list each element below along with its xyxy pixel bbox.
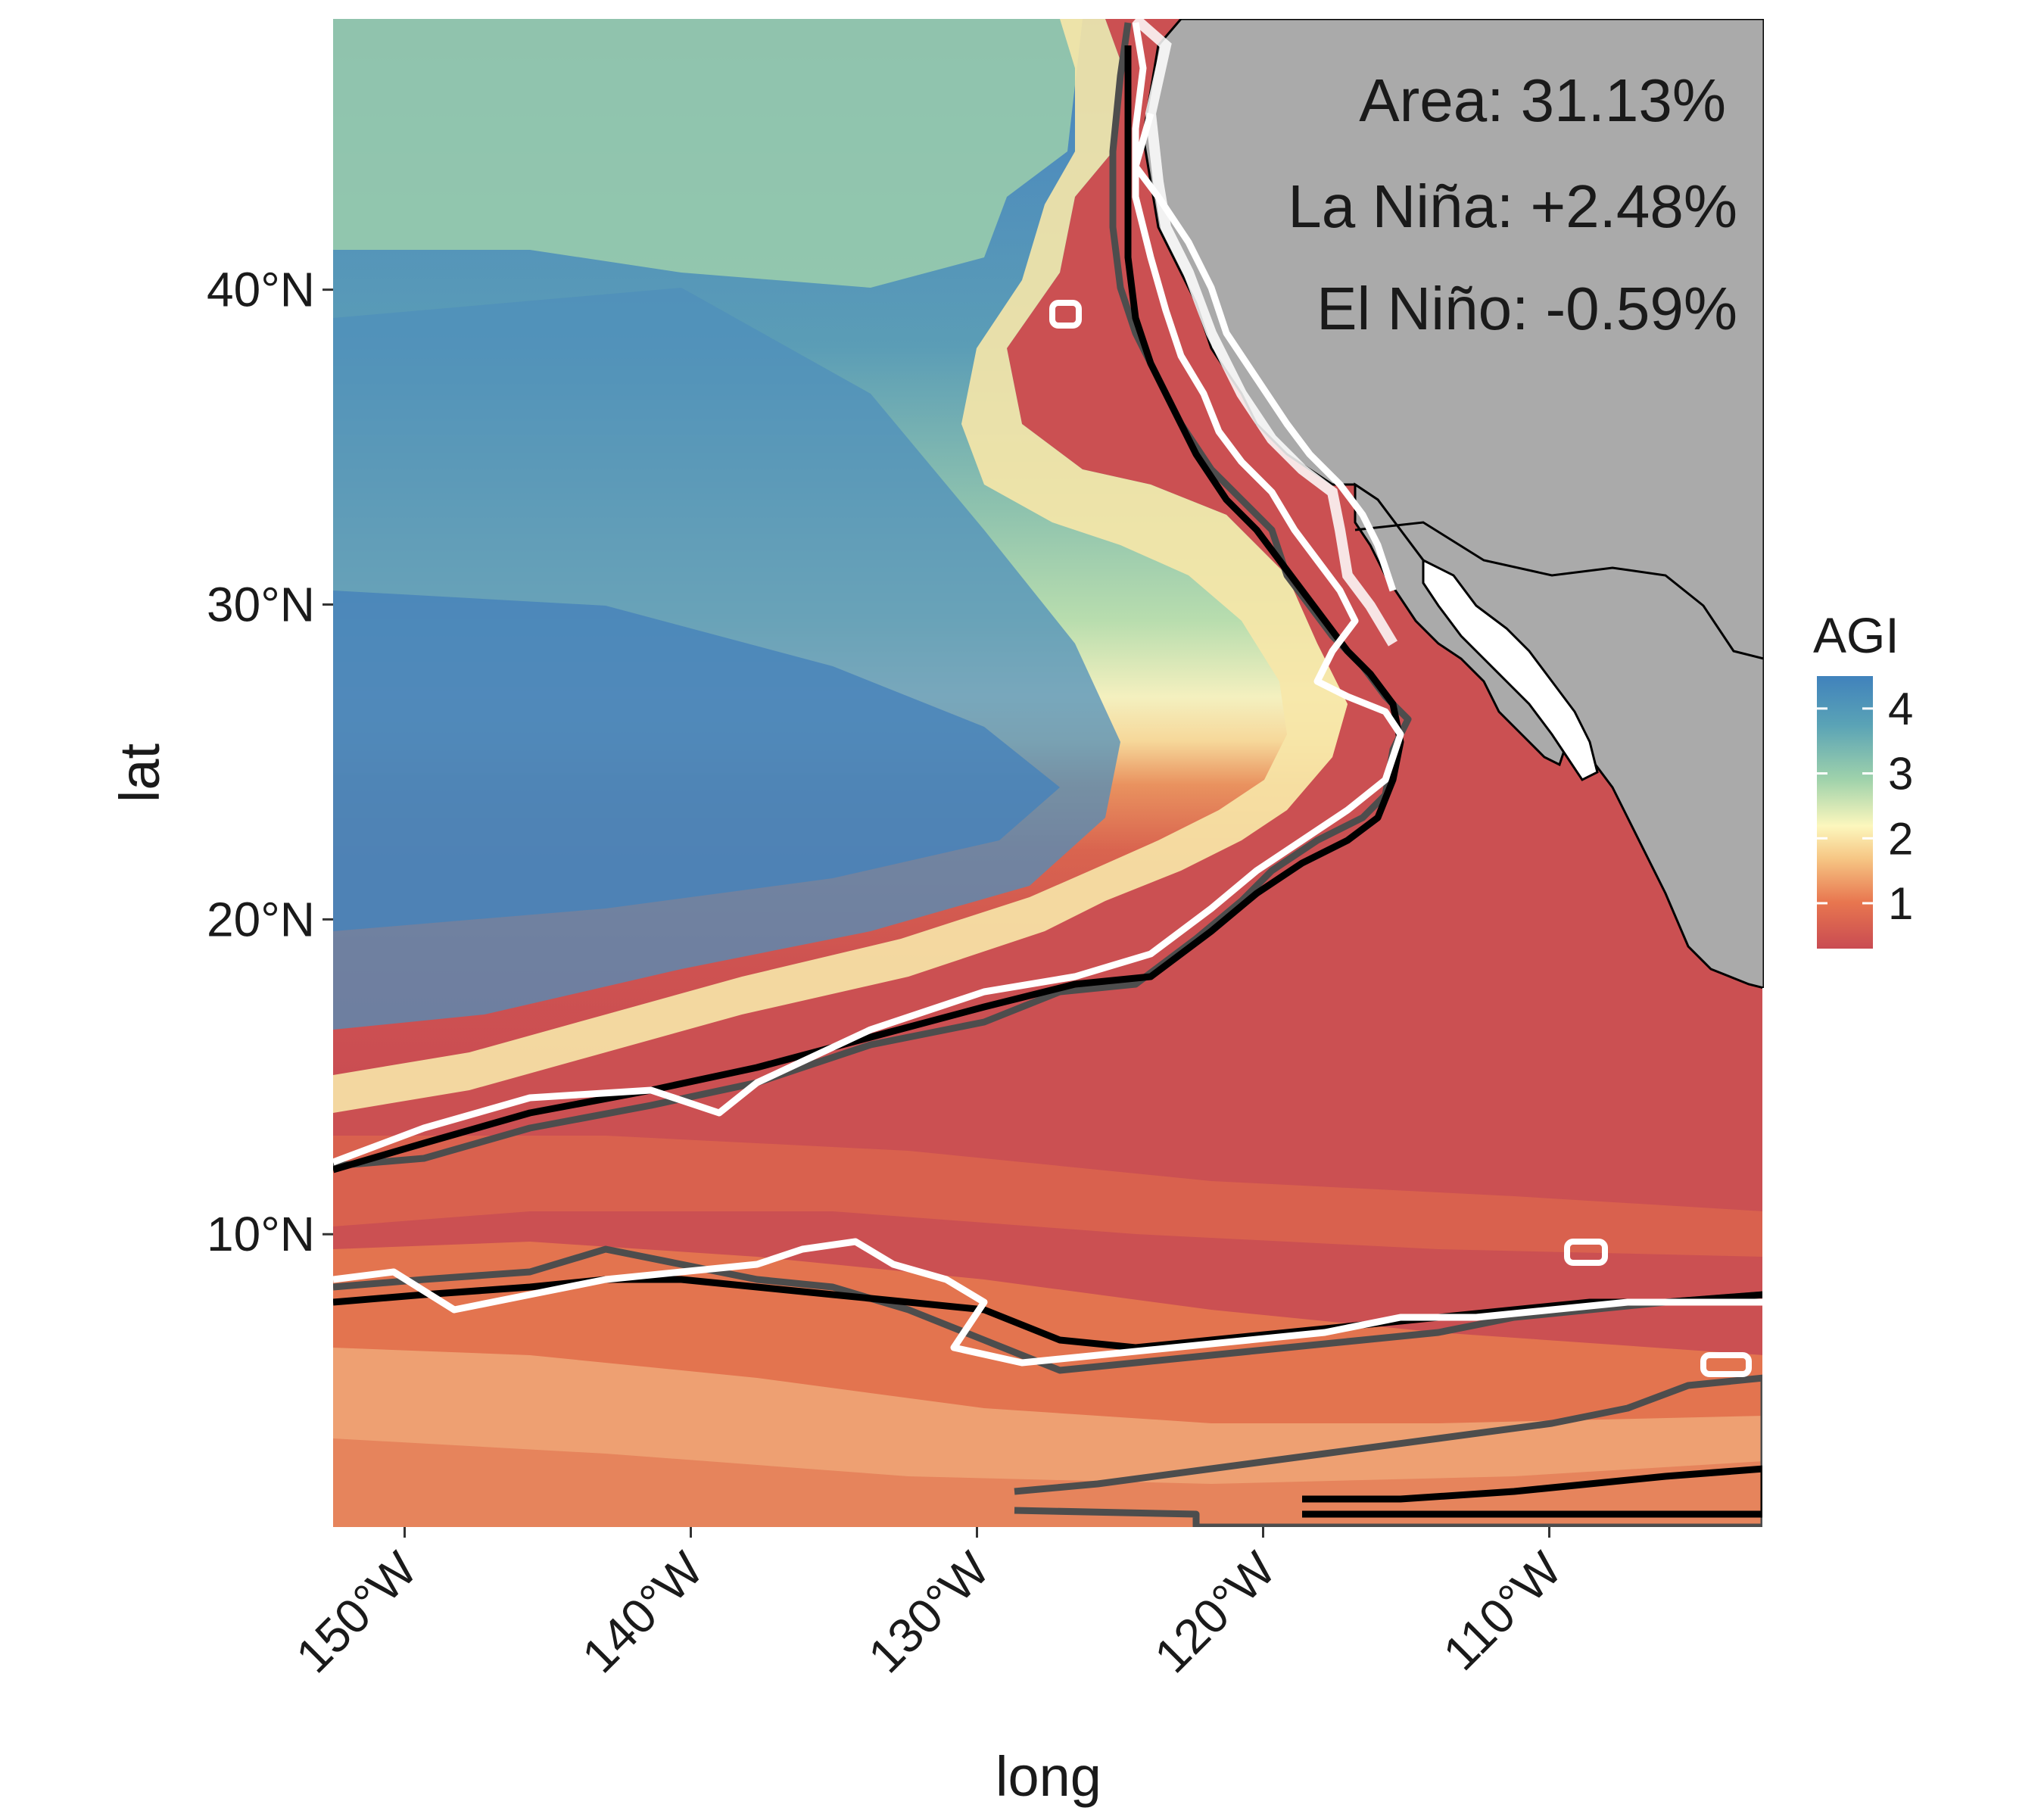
y-tick-label: 20°N <box>207 892 315 946</box>
annotation-area: Area: 31.13% <box>1359 67 1726 134</box>
el-nino-contour-south <box>1014 1374 1764 1527</box>
la-nina-blob-far-east <box>1700 1352 1752 1377</box>
y-tick-label: 40°N <box>207 263 315 317</box>
gyre-green-north <box>333 19 1083 288</box>
la-nina-blob-north <box>1049 300 1082 329</box>
contours-la-nina <box>333 22 1764 1367</box>
y-axis-ticks: 10°N 20°N 30°N 40°N <box>207 263 333 1261</box>
x-axis-ticks: 150°W 140°W 130°W 120°W 110°W <box>285 1527 1572 1683</box>
x-tick-label: 140°W <box>572 1541 714 1684</box>
legend-colorbar <box>1817 676 1873 949</box>
y-tick-label: 10°N <box>207 1207 315 1261</box>
gyre-blue-center <box>333 591 1060 931</box>
legend-title: AGI <box>1813 607 1899 663</box>
coastal-fringe <box>1132 19 1398 647</box>
tropical-band <box>333 1136 1764 1257</box>
legend-tick-label: 4 <box>1888 684 1913 734</box>
x-tick-label: 130°W <box>858 1541 1000 1684</box>
annotation-el-nino: El Niño: -0.59% <box>1316 275 1737 342</box>
la-nina-contour-north <box>333 22 1404 1166</box>
us-mexico-border <box>1354 521 1764 660</box>
x-tick-label: 150°W <box>285 1541 428 1684</box>
el-nino-contour-equatorial <box>333 1245 1764 1374</box>
y-axis-title: lat <box>108 743 171 803</box>
legend-tick-label: 1 <box>1888 878 1913 929</box>
la-nina-contour-equatorial <box>333 1238 1764 1367</box>
x-tick-label: 110°W <box>1433 1541 1572 1681</box>
x-axis-title: long <box>996 1745 1101 1808</box>
la-nina-blob-east <box>1564 1239 1608 1266</box>
neutral-contour-south <box>1302 1465 1764 1518</box>
la-nina-contour-coastal <box>1132 112 1397 592</box>
y-tick-label: 30°N <box>207 578 315 632</box>
legend-tick-label: 2 <box>1888 813 1913 864</box>
map-panel <box>333 19 1764 1527</box>
x-tick-label: 120°W <box>1144 1541 1286 1684</box>
legend-tick-label: 3 <box>1888 749 1913 799</box>
annotation-la-nina: La Niña: +2.48% <box>1288 173 1737 240</box>
gulf-of-california <box>1422 558 1599 781</box>
southern-band-edge <box>333 1438 1764 1527</box>
legend: AGI 1 2 3 4 <box>1813 607 1913 949</box>
legend-ticks: 1 2 3 4 <box>1817 684 1913 929</box>
